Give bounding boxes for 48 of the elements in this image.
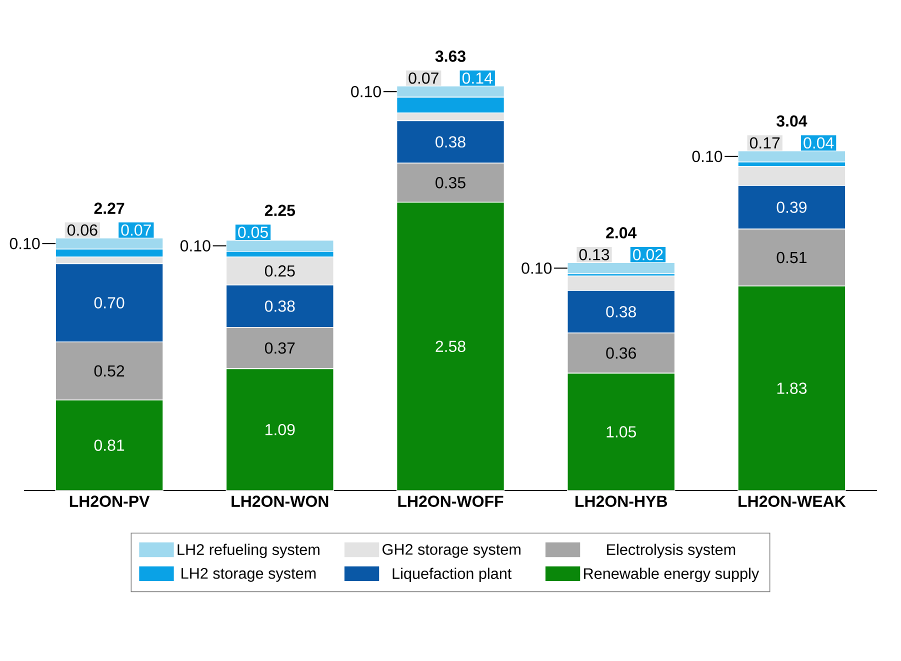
data-label: 0.81: [94, 440, 124, 451]
x-tick-label: LH2ON-HYB: [576, 496, 668, 507]
data-label: 0.10: [522, 262, 552, 274]
data-label: 0.06: [67, 224, 98, 236]
data-label: 0.39: [776, 202, 807, 213]
data-label: 0.17: [750, 137, 780, 149]
bar: [566, 262, 676, 274]
data-label: 0.02: [633, 248, 663, 260]
data-label: 0.52: [94, 365, 124, 377]
data-label: 0.10: [351, 86, 381, 98]
legend-label: LH2 refueling system: [178, 544, 320, 558]
data-label: 0.38: [264, 300, 295, 312]
legend-label: Liquefaction plant: [392, 568, 512, 582]
total-label: 3.04: [776, 115, 808, 127]
bar: [738, 150, 846, 162]
data-label: 1.05: [606, 426, 636, 438]
data-label: 1.09: [266, 424, 295, 436]
data-label: 0.36: [606, 347, 636, 359]
x-tick-label: LH2ON-WOFF: [398, 496, 504, 507]
legend-label: LH2 storage system: [182, 568, 316, 582]
total-label: 2.25: [264, 204, 296, 216]
data-label: 0.05: [238, 226, 268, 238]
total-label: 2.04: [606, 227, 637, 238]
total-label: 2.27: [94, 202, 124, 214]
data-label: 0.07: [121, 224, 151, 236]
x-tick-label: LH2ON-PV: [70, 496, 150, 507]
legend-label: Electrolysis system: [607, 544, 736, 558]
data-label: 0.14: [462, 72, 492, 84]
data-label: 0.25: [264, 265, 295, 277]
data-label: 0.10: [692, 150, 722, 162]
data-label: 0.38: [436, 136, 466, 148]
data-label: 0.37: [264, 342, 295, 354]
data-label: 0.07: [408, 72, 438, 84]
data-label: 0.38: [606, 306, 636, 318]
total-label: 3.63: [435, 50, 466, 62]
legend-label: Renewable energy supply: [584, 568, 760, 582]
data-label: 0.35: [436, 176, 466, 188]
data-label: 0.10: [10, 238, 40, 250]
x-tick-label: LH2ON-WEAK: [738, 496, 846, 507]
legend-label: GH2 storage system: [382, 544, 520, 558]
x-tick-label: LH2ON-WON: [232, 496, 328, 507]
data-label: 0.04: [804, 137, 834, 149]
data-label: 0.13: [579, 248, 610, 260]
data-label: 0.70: [94, 297, 124, 308]
data-label: 1.83: [777, 382, 807, 394]
data-label: 0.10: [180, 240, 210, 252]
data-label: 0.51: [776, 252, 806, 264]
data-label: 2.58: [436, 340, 466, 352]
